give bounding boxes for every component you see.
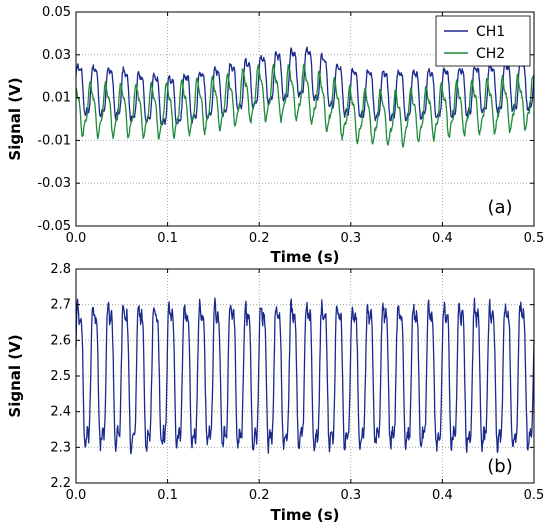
x-tick-label: 0.5 xyxy=(524,231,545,246)
legend: CH1 CH2 xyxy=(435,15,531,67)
y-axis-label-a: Signal (V) xyxy=(6,77,24,160)
y-tick-label: 2.2 xyxy=(50,476,71,491)
x-tick-label: 0.0 xyxy=(66,488,87,503)
panel-label-b: (b) xyxy=(487,456,512,477)
panel-b: 0.0 0.1 0.2 0.3 0.4 0.52.22.32.42.52.62.72.8 … xyxy=(6,262,544,524)
legend-box xyxy=(435,15,531,67)
y-tick-label: 2.5 xyxy=(50,369,71,384)
x-tick-label: 0.2 xyxy=(249,488,270,503)
x-tick-label: 0.0 xyxy=(66,231,87,246)
x-tick-label: 0.4 xyxy=(432,488,453,503)
y-tick-label: -0.01 xyxy=(37,133,71,148)
y-tick-label: 2.6 xyxy=(50,333,71,348)
series-a xyxy=(75,46,535,148)
y-tick-label: -0.03 xyxy=(37,176,71,191)
x-tick-label: 0.3 xyxy=(340,231,361,246)
panel-label-a: (a) xyxy=(487,197,512,218)
y-axis-label-b: Signal (V) xyxy=(6,334,24,417)
y-tick-label: 2.3 xyxy=(50,440,71,455)
legend-label-ch1: CH1 xyxy=(476,24,505,40)
x-tick-label: 0.1 xyxy=(157,231,178,246)
series-line-ch2 xyxy=(75,63,535,148)
y-tick-label: 2.8 xyxy=(50,262,71,277)
plot-frame-a xyxy=(75,11,535,227)
ticks-b: 0.0 0.1 0.2 0.3 0.4 0.5 2.2 2.3 2.4 2.5 2.6 2.7 2.8 xyxy=(50,262,544,503)
series-line-signal xyxy=(75,297,535,455)
x-axis-label-a: Time (s) xyxy=(270,248,339,266)
y-tick-label: 0.05 xyxy=(42,5,71,20)
panel-a: 0.0 0.1 0.2 0.3 0.4 0.5 -0.05 -0.03 -0.01 0.01 0.0… xyxy=(6,5,544,266)
y-tick-label: 2.4 xyxy=(50,405,71,420)
x-tick-label: 0.2 xyxy=(249,231,270,246)
x-tick-label: 0.3 xyxy=(340,488,361,503)
x-axis-label-b: Time (s) xyxy=(270,506,339,524)
y-tick-label: 2.7 xyxy=(50,298,71,313)
y-tick-label: -0.05 xyxy=(37,219,71,234)
ticks-a: 0.0 0.1 0.2 0.3 0.4 0.5 -0.05 -0.03 -0.01 0.01 0.0… xyxy=(37,5,544,246)
series-b xyxy=(75,297,535,455)
x-tick-label: 0.1 xyxy=(157,488,178,503)
x-tick-label: 0.5 xyxy=(524,488,545,503)
x-tick-label: 0.4 xyxy=(432,231,453,246)
y-tick-label: 0.03 xyxy=(42,48,71,63)
legend-label-ch2: CH2 xyxy=(476,46,505,62)
y-tick-label: 0.01 xyxy=(42,91,71,106)
